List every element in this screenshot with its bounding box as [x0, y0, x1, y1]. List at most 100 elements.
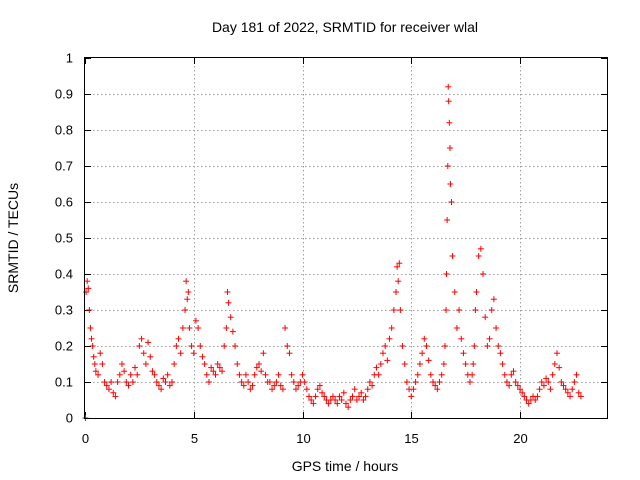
data-point [129, 379, 136, 385]
data-point [575, 389, 582, 396]
data-point [173, 343, 180, 349]
data-point [251, 371, 258, 378]
data-point [227, 314, 234, 321]
data-point [375, 371, 382, 378]
data-point [438, 371, 445, 378]
data-point [223, 325, 230, 331]
data-point [347, 397, 354, 403]
data-point [201, 361, 208, 367]
data-point [253, 364, 260, 371]
data-point [547, 386, 554, 393]
data-point [162, 379, 169, 385]
data-point [394, 263, 401, 270]
data-point [242, 371, 249, 378]
data-point [577, 393, 584, 400]
data-point [499, 361, 506, 367]
data-point [436, 379, 443, 385]
data-point [419, 350, 426, 357]
data-point [451, 289, 458, 295]
data-point [266, 379, 273, 385]
data-point [127, 371, 134, 378]
data-point [166, 382, 173, 389]
data-point [203, 371, 210, 378]
data-point [460, 350, 467, 357]
data-point [132, 364, 139, 371]
data-point [448, 199, 455, 205]
data-point [134, 371, 141, 378]
data-point [245, 379, 252, 385]
data-point [145, 339, 152, 346]
data-point [440, 361, 447, 367]
data-point [506, 382, 513, 389]
data-point [338, 397, 345, 403]
data-point [345, 404, 352, 411]
data-point [123, 379, 130, 385]
data-point [97, 350, 104, 357]
data-point [88, 335, 95, 342]
data-point [508, 371, 515, 378]
data-point [225, 299, 232, 306]
data-point [290, 379, 297, 385]
data-point [549, 371, 556, 378]
data-point [319, 389, 326, 396]
data-point [236, 371, 243, 378]
x-tick-label: 20 [513, 431, 527, 446]
data-point [444, 217, 451, 223]
x-axis-ticks: 0 5 10 15 20 [82, 58, 528, 446]
data-point [470, 361, 477, 367]
data-point [273, 379, 280, 385]
data-point [295, 382, 302, 389]
x-tick-label: 0 [82, 431, 89, 446]
data-point [449, 253, 456, 259]
data-point [446, 145, 453, 151]
data-point [158, 386, 165, 393]
data-point [396, 260, 403, 267]
data-point [234, 361, 241, 367]
data-point [369, 382, 376, 389]
data-point [386, 335, 393, 342]
data-point [197, 343, 204, 349]
data-point [153, 379, 160, 385]
data-point [177, 350, 184, 357]
data-point [525, 400, 532, 407]
data-point [416, 361, 423, 367]
data-point [482, 314, 489, 321]
data-point [362, 393, 369, 400]
y-tick-label: 0.9 [55, 87, 73, 102]
data-point [205, 379, 212, 385]
y-tick-label: 0.5 [55, 231, 73, 246]
data-point [89, 343, 96, 349]
data-point [340, 389, 347, 396]
data-point [108, 379, 115, 385]
data-point [519, 389, 526, 396]
data-point [310, 400, 317, 407]
data-point [390, 307, 397, 313]
data-point [269, 386, 276, 393]
data-point [247, 386, 254, 393]
data-point [432, 382, 439, 389]
data-point [229, 328, 236, 335]
data-point [147, 353, 154, 360]
data-point [434, 386, 441, 393]
data-point [443, 307, 450, 313]
data-point [138, 335, 145, 342]
data-point [573, 371, 580, 378]
data-point [427, 371, 434, 378]
data-point [497, 350, 504, 357]
data-point [466, 379, 473, 385]
data-point [110, 389, 117, 396]
data-point [503, 379, 510, 385]
data-point [521, 393, 528, 400]
data-point [551, 361, 558, 367]
data-point [558, 379, 565, 385]
data-point [510, 368, 517, 375]
data-point [169, 379, 175, 385]
data-point [343, 400, 349, 407]
data-point [299, 371, 306, 378]
data-point [271, 382, 278, 389]
data-point [125, 382, 132, 389]
data-point [190, 350, 197, 357]
data-point [288, 371, 295, 378]
data-point [219, 368, 226, 375]
